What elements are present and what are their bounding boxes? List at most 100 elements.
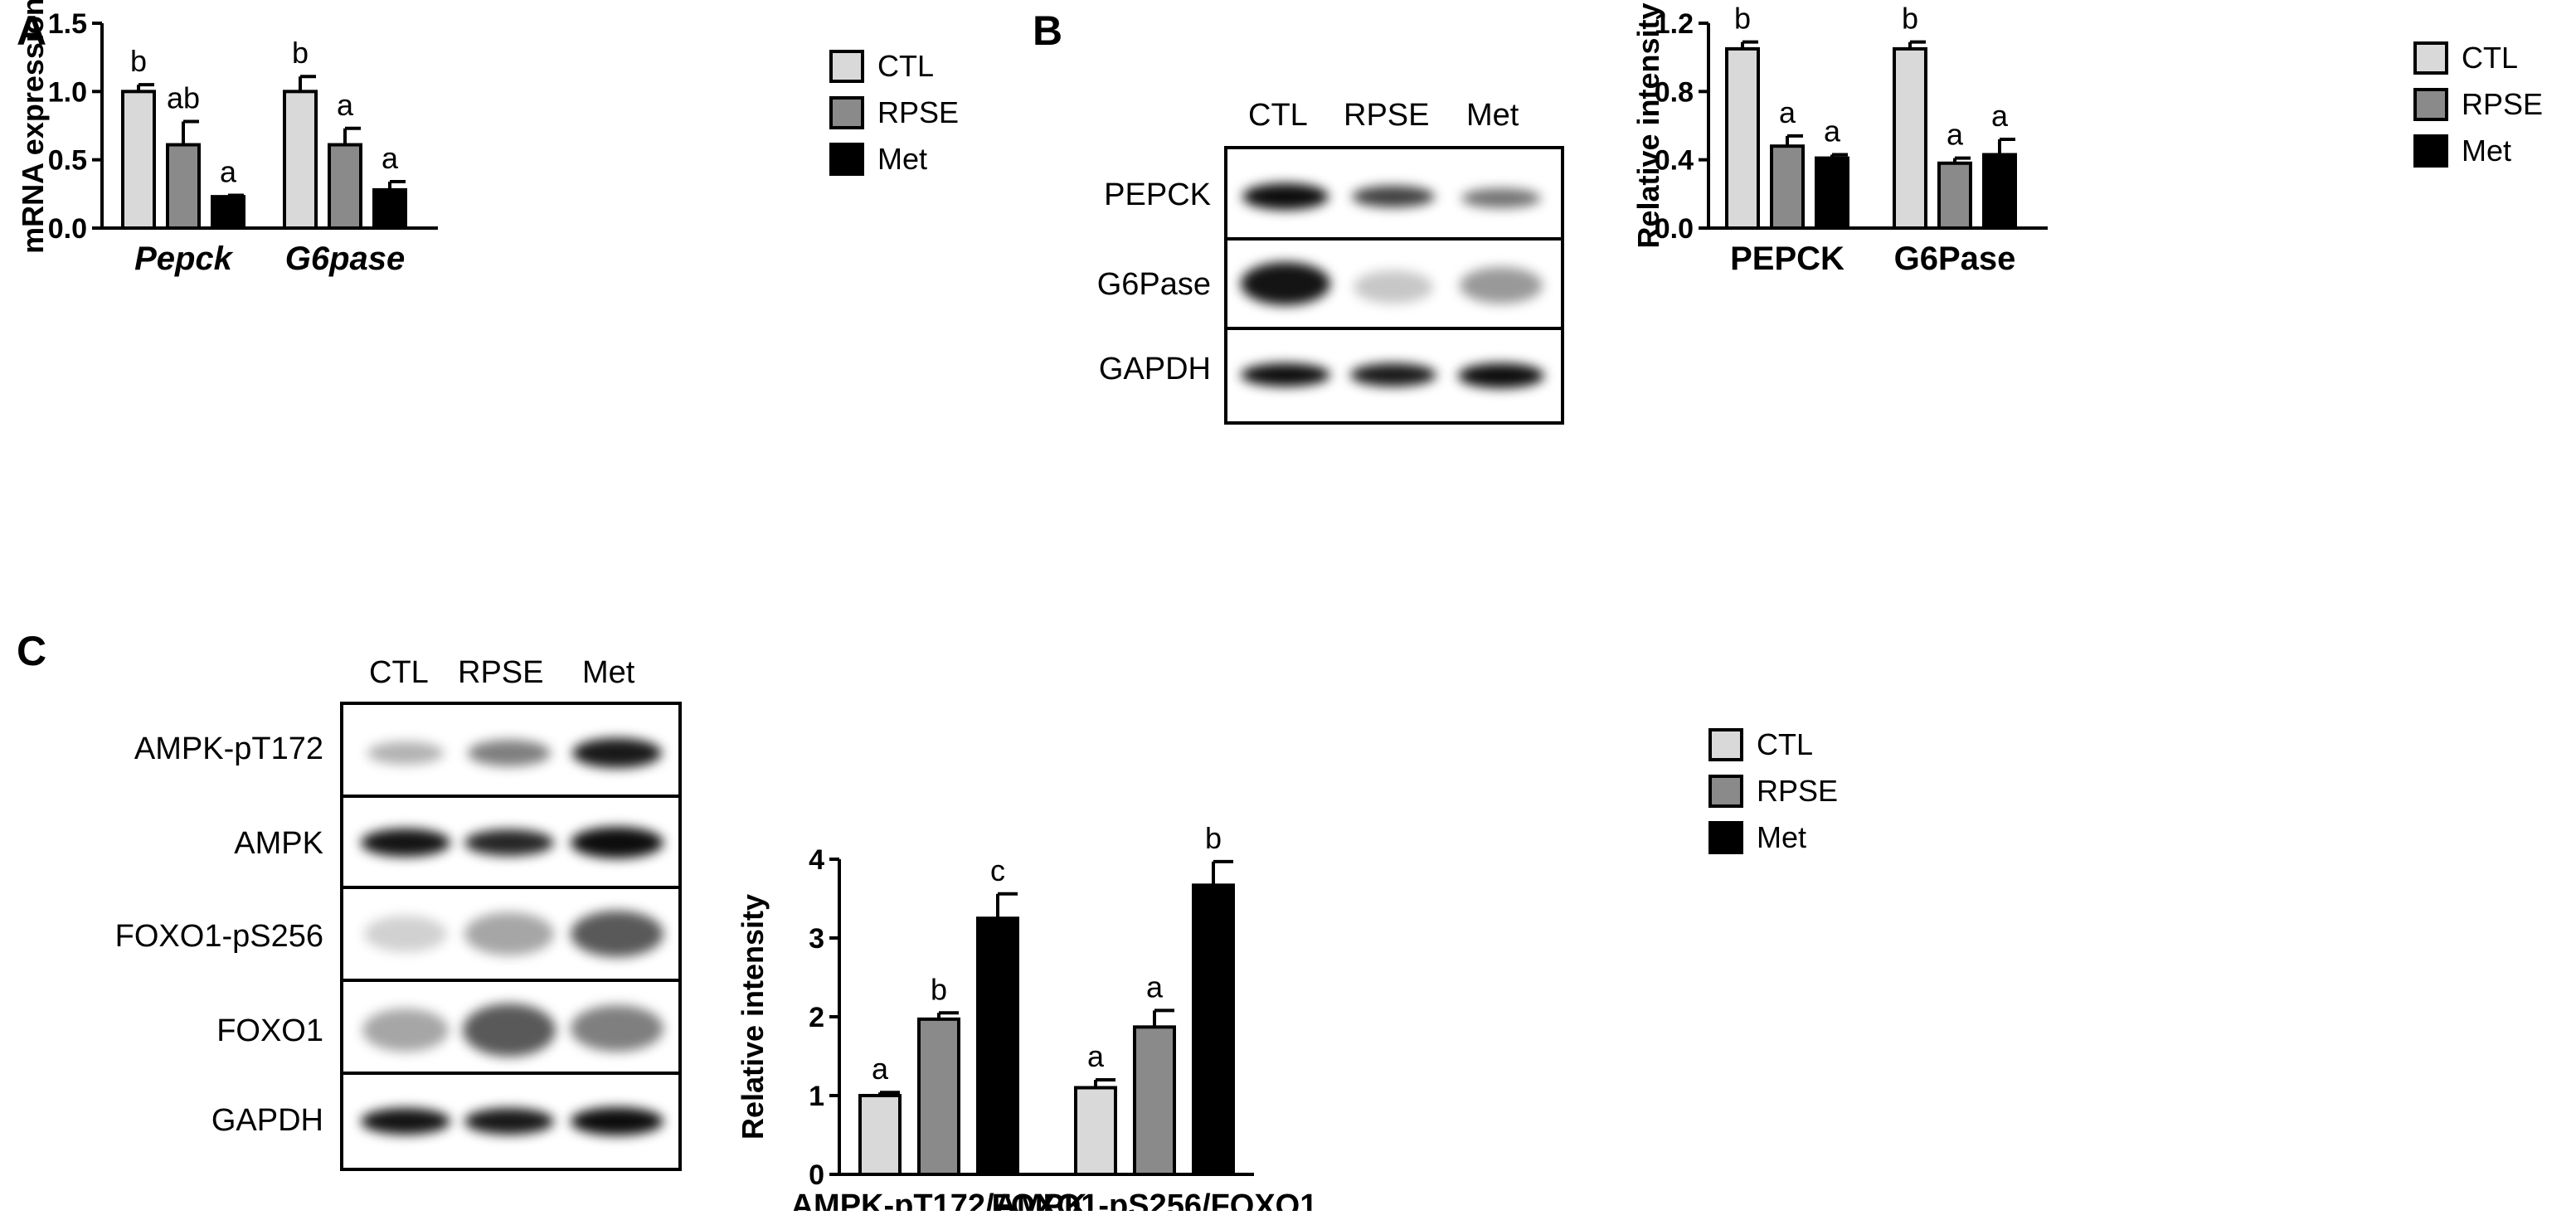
band-ampk-pt172-ctl xyxy=(367,741,444,765)
blot-b-lane-met: Met xyxy=(1466,98,1519,133)
legend-swatch-met xyxy=(1708,821,1743,854)
significance-letter-g6pase-ctl: b xyxy=(292,36,309,70)
bar-g6pase-rpse xyxy=(1937,161,1972,231)
y-axis-title: Relative intensity xyxy=(1631,2,1665,248)
bar-pepck-ctl xyxy=(121,90,156,231)
y-tick-label: 4 xyxy=(809,844,824,876)
band-g6pase-ctl xyxy=(1241,262,1330,305)
blot-c-label-gapdh: GAPDH xyxy=(211,1103,323,1138)
legend-item-ctl: CTL xyxy=(2413,35,2543,81)
legend-label-met: Met xyxy=(877,142,928,176)
bar-g6pase-rpse xyxy=(328,143,362,230)
band-pepck-ctl xyxy=(1242,183,1329,210)
bar-ampk-pt172-ampk-ctl xyxy=(858,1094,902,1176)
legend-swatch-met xyxy=(2413,134,2448,168)
legend-item-rpse: RPSE xyxy=(1708,768,1838,814)
legend-swatch-rpse xyxy=(2413,88,2448,121)
blot-c-lane-ctl: CTL xyxy=(369,655,429,690)
bar-pepck-rpse xyxy=(166,143,201,230)
blot-c-label-ampk-pt172: AMPK-pT172 xyxy=(134,731,323,766)
significance-letter-ampk-pt172-ampk-ctl: a xyxy=(872,1052,889,1086)
bar-pepck-ctl xyxy=(1725,46,1760,230)
bar-ampk-pt172-ampk-met xyxy=(976,916,1019,1176)
y-tick-label: 1.2 xyxy=(1655,8,1694,40)
band-ampk-met xyxy=(571,827,663,858)
legend-label-rpse: RPSE xyxy=(877,95,960,129)
band-g6pase-rpse xyxy=(1354,270,1433,304)
legend-label-rpse: RPSE xyxy=(2462,87,2544,121)
bar-pepck-rpse xyxy=(1770,144,1805,230)
significance-letter-g6pase-rpse: a xyxy=(1947,118,1964,152)
panel-letter-c: C xyxy=(17,628,47,674)
category-label-pepck: PEPCK xyxy=(1730,241,1845,277)
blot-b-membrane xyxy=(1224,146,1564,425)
blot-b-label-g6pase: G6Pase xyxy=(1096,267,1211,302)
bar-pepck-met xyxy=(211,195,245,230)
y-tick-label: 0 xyxy=(809,1159,824,1191)
blot-c-lane-met: Met xyxy=(582,655,635,690)
blot-b-lane-rpse: RPSE xyxy=(1344,98,1430,133)
legend-b: CTL RPSE Met xyxy=(2413,35,2543,174)
bar-g6pase-met xyxy=(372,187,407,230)
panel-letter-a: A xyxy=(17,7,47,54)
legend-label-ctl: CTL xyxy=(1757,727,1814,761)
significance-letter-pepck-met: a xyxy=(220,154,237,188)
blot-c-membrane xyxy=(340,702,682,1171)
significance-letter-foxo1-ps256-foxo1-met: b xyxy=(1205,821,1222,855)
legend-item-ctl: CTL xyxy=(829,43,959,90)
bar-g6pase-met xyxy=(1982,153,2017,230)
blot-b-lane-ctl: CTL xyxy=(1248,98,1308,133)
category-label-g6pase: G6Pase xyxy=(1894,241,2016,277)
band-g6pase-met xyxy=(1460,267,1543,304)
significance-letter-g6pase-ctl: b xyxy=(1902,2,1918,36)
bar-pepck-met xyxy=(1815,156,1849,231)
bar-foxo1-ps256-foxo1-rpse xyxy=(1133,1025,1176,1176)
y-axis-title: Relative intensity xyxy=(736,894,770,1140)
legend-swatch-rpse xyxy=(1708,775,1743,808)
y-tick-label: 1 xyxy=(809,1081,824,1112)
band-gapdh-ctl xyxy=(1241,363,1330,386)
blot-b-label-pepck: PEPCK xyxy=(1104,177,1211,212)
legend-item-rpse: RPSE xyxy=(829,90,959,136)
band-foxo1-ps256-rpse xyxy=(464,912,554,955)
category-label-foxo1-ps256-foxo1: FOXO1-pS256/FOXO1 xyxy=(992,1188,1318,1211)
band-foxo1-ps256-met xyxy=(571,911,663,957)
y-tick-label: 3 xyxy=(809,923,824,955)
significance-letter-g6pase-met: a xyxy=(382,141,399,175)
band-gapdh-met xyxy=(1458,363,1544,388)
category-label-pepck: Pepck xyxy=(134,241,234,277)
significance-letter-pepck-ctl: b xyxy=(130,44,147,78)
category-label-ampk-pt172-ampk: AMPK-pT172/AMPK xyxy=(791,1188,1087,1211)
band-foxo1-ps256-ctl xyxy=(364,916,447,952)
y-tick-label: 1.5 xyxy=(48,8,87,40)
y-tick-label: 0.0 xyxy=(48,213,87,245)
chart-panel-c: 0 1 2 3 4 Relative intensity a b c AMPK-pT172/AMP… xyxy=(736,821,1318,1211)
legend-swatch-ctl xyxy=(2413,41,2448,75)
panel-letter-b: B xyxy=(1033,7,1063,54)
band-ampk-pt172-rpse xyxy=(468,740,551,766)
band-foxo1-rpse xyxy=(463,1004,556,1057)
band-foxo1-met xyxy=(571,1005,663,1052)
y-tick-label: 0.0 xyxy=(1655,213,1694,245)
significance-letter-ampk-pt172-ampk-met: c xyxy=(990,853,1005,887)
bar-foxo1-ps256-foxo1-met xyxy=(1192,883,1235,1176)
legend-label-met: Met xyxy=(2462,134,2512,168)
significance-letter-foxo1-ps256-foxo1-ctl: a xyxy=(1087,1039,1105,1073)
significance-letter-g6pase-met: a xyxy=(1991,99,2009,133)
band-pepck-rpse xyxy=(1352,186,1435,207)
legend-item-rpse: RPSE xyxy=(2413,81,2543,128)
blot-c-label-foxo1: FOXO1 xyxy=(216,1013,323,1048)
band-gapdh-met xyxy=(571,1107,663,1135)
y-tick-label: 1.0 xyxy=(48,76,87,108)
band-ampk-pt172-met xyxy=(572,738,662,768)
bar-foxo1-ps256-foxo1-ctl xyxy=(1074,1086,1117,1176)
significance-letter-g6pase-rpse: a xyxy=(337,88,354,122)
legend-label-met: Met xyxy=(1757,820,1807,854)
legend-item-met: Met xyxy=(829,136,959,182)
legend-c: CTL RPSE Met xyxy=(1708,722,1838,861)
bar-g6pase-ctl xyxy=(283,90,318,231)
blot-b-label-gapdh: GAPDH xyxy=(1098,352,1211,386)
legend-label-ctl: CTL xyxy=(877,49,935,83)
blot-c-lane-rpse: RPSE xyxy=(458,655,544,690)
